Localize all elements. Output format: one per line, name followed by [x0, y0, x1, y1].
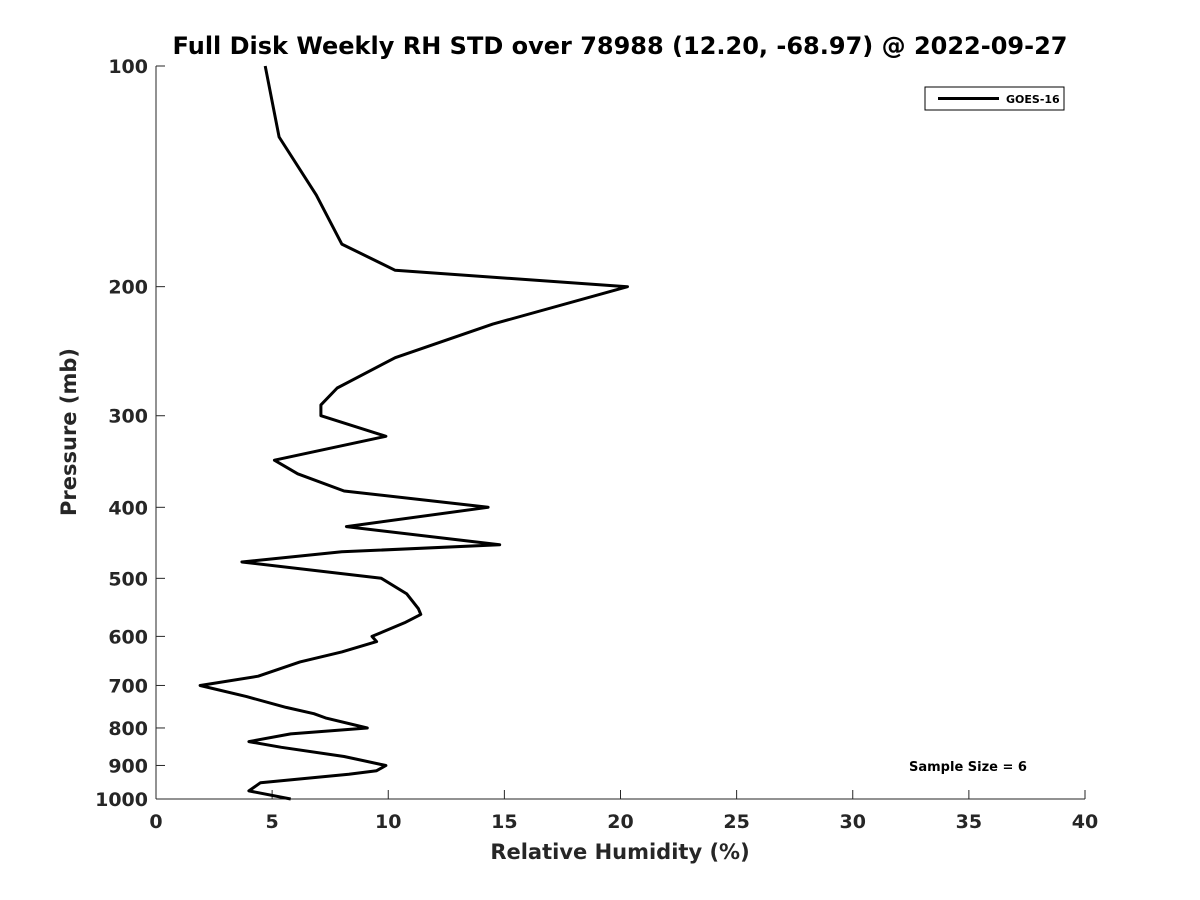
x-tick-label: 15: [491, 811, 517, 833]
x-tick-label: 20: [607, 811, 633, 833]
axis-ticks: 0 5 10 15 20 25 30 35 40 100 200 300 400 500 600 700 800…: [95, 56, 1098, 833]
x-tick-label: 40: [1072, 811, 1098, 833]
series-layer: [198, 65, 629, 801]
x-axis-label: Relative Humidity (%): [490, 840, 749, 864]
y-tick-label: 700: [108, 675, 148, 697]
series-line-goes-16: [198, 65, 629, 801]
y-tick-label: 900: [108, 755, 148, 777]
x-tick-label: 25: [723, 811, 749, 833]
y-axis-label: Pressure (mb): [57, 348, 81, 516]
y-tick-label: 200: [108, 277, 148, 299]
y-tick-label: 600: [108, 626, 148, 648]
x-tick-label: 35: [956, 811, 982, 833]
x-tick-label: 0: [149, 811, 162, 833]
x-tick-label: 30: [840, 811, 866, 833]
y-tick-label: 100: [108, 56, 148, 78]
axes: [155, 66, 1085, 800]
legend-label-goes-16: GOES-16: [1006, 93, 1060, 106]
x-tick-label: 5: [266, 811, 279, 833]
chart-title: Full Disk Weekly RH STD over 78988 (12.2…: [173, 32, 1068, 60]
sample-size-annotation: Sample Size = 6: [909, 760, 1027, 775]
y-tick-label: 800: [108, 718, 148, 740]
y-tick-label: 300: [108, 406, 148, 428]
y-tick-label: 400: [108, 497, 148, 519]
x-tick-label: 10: [375, 811, 401, 833]
legend: GOES-16: [924, 86, 1065, 111]
y-tick-label: 500: [108, 568, 148, 590]
y-tick-label: 1000: [95, 789, 148, 811]
